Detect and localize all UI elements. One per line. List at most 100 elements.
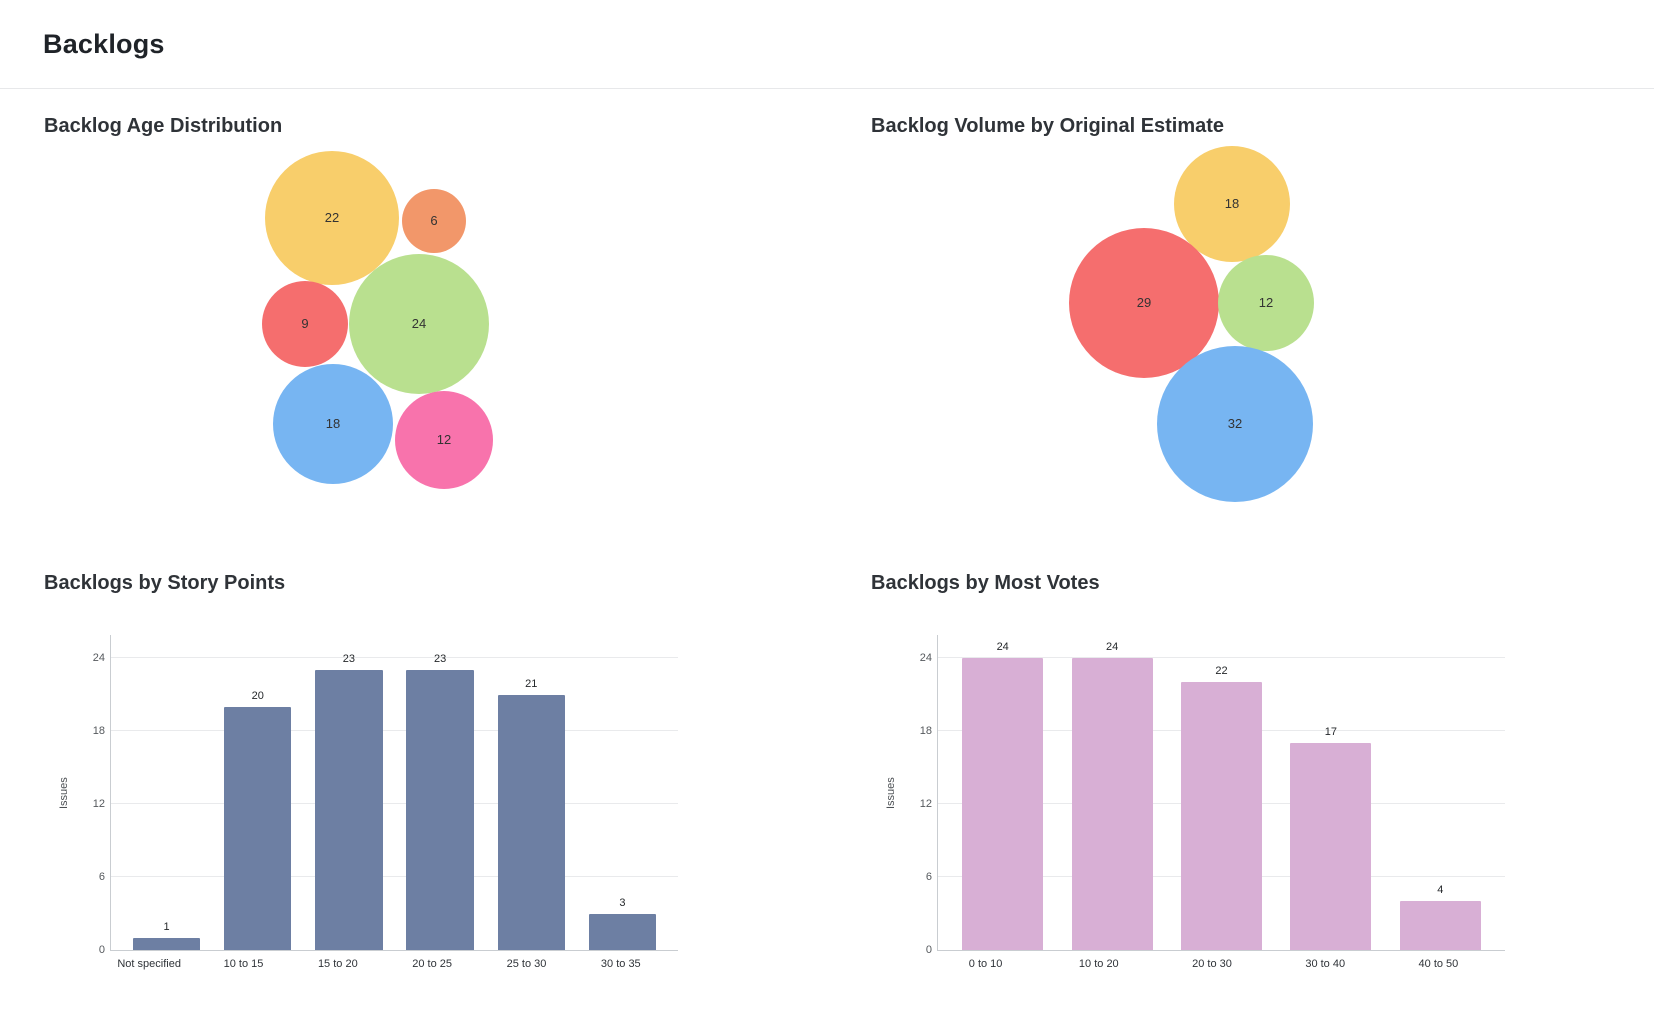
y-tick-label: 6 [925,871,932,883]
bubble-value-label: 12 [437,432,451,447]
bubble-value-label: 9 [301,316,308,331]
bubble-circle[interactable] [1174,146,1290,262]
bar-value-label: 24 [996,641,1009,653]
y-tick-label: 24 [919,652,932,664]
y-tick-label: 18 [919,725,932,737]
bubble-22[interactable]: 22 [265,151,399,285]
bubble-circle[interactable] [262,281,348,367]
bubble-value-label: 12 [1259,295,1273,310]
bar-value-label: 22 [1215,665,1228,678]
x-category-label: 10 to 20 [1078,958,1119,970]
bar-slot: 20 [212,658,303,950]
bar-20-to-25[interactable]: 23 [406,653,474,950]
bubble-12[interactable]: 12 [395,391,493,489]
chart-title-age-distribution: Backlog Age Distribution [44,115,283,137]
bar-slot: 3 [577,658,668,950]
bar-value-label: 24 [1105,641,1119,653]
bubble-29[interactable]: 29 [1069,228,1219,378]
bar-10-to-15[interactable]: 20 [224,690,292,950]
dashboard-grid: Backlog Age Distribution 22 6 9 24 18 12 Back… [0,89,1654,970]
y-axis-label: Issues [885,777,897,809]
bar-30-to-40[interactable]: 17 [1290,726,1372,950]
bar-value-label: 17 [1324,726,1338,739]
bar-chart-story-points: Issues 0 6 12 18 24 1 20 23 23 21 3 Not specified 10 … [58,635,678,970]
y-tick-label: 0 [925,944,932,956]
bubble-chart-original-estimate: 18 29 12 32 [1069,146,1314,502]
panel-most-votes: Backlogs by Most Votes Issues 0 6 12 18 24 24 2… [827,546,1654,970]
bar-slot: 23 [395,653,486,950]
bar-10-to-20[interactable]: 24 [1071,641,1153,950]
panel-story-points: Backlogs by Story Points Issues 0 6 12 18 24 1… [0,546,827,970]
bar-slot: 21 [486,658,577,950]
bar-value-label: 20 [251,689,264,702]
x-axis-labels: Not specified 10 to 15 15 to 20 20 to 25 25 … [92,958,678,970]
plot-area: 0 6 12 18 24 24 24 22 17 4 [920,635,1505,956]
bubble-circle[interactable] [395,391,493,489]
bubble-32[interactable]: 32 [1157,346,1313,502]
x-category-label: 20 to 30 [1192,958,1232,970]
chart-title-story-points: Backlogs by Story Points [44,572,286,594]
x-category-label: 10 to 15 [223,958,264,970]
bubble-18[interactable]: 18 [1174,146,1290,262]
bar-chart-most-votes: Issues 0 6 12 18 24 24 24 22 17 4 0 to 10 10 to 20 20… [885,635,1505,970]
bar-value-label: 23 [342,653,356,666]
page-header: Backlogs [0,0,1654,89]
bubble-6[interactable]: 6 [402,189,466,253]
x-category-label: 40 to 50 [1418,958,1459,970]
gridline [111,657,678,658]
bar-0-to-10[interactable]: 24 [962,641,1044,950]
bubble-circle[interactable] [265,151,399,285]
bar-30-to-35[interactable]: 3 [588,897,657,950]
bubble-chart-age-distribution: 22 6 9 24 18 12 [262,151,493,489]
bubble-circle[interactable] [1069,228,1219,378]
panel-age-distribution: Backlog Age Distribution 22 6 9 24 18 12 [0,89,827,546]
bar-20-to-30[interactable]: 22 [1181,665,1262,950]
x-category-label: 25 to 30 [506,958,547,970]
page-title: Backlogs [43,28,165,59]
bar-slot: 22 [1167,658,1276,950]
bar-15-to-20[interactable]: 23 [315,653,383,950]
bar-slot: 17 [1276,658,1385,950]
bubble-value-label: 24 [412,316,426,331]
panel-original-estimate: Backlog Volume by Original Estimate 18 29… [827,89,1654,546]
bubble-9[interactable]: 9 [262,281,348,367]
bar-value-label: 4 [1437,884,1444,897]
bar-25-to-30[interactable]: 21 [497,678,565,950]
bubble-12[interactable]: 12 [1218,255,1314,351]
bubble-circle[interactable] [402,189,466,253]
y-tick-label: 24 [92,652,105,664]
bubble-circle[interactable] [1157,346,1313,502]
bubble-value-label: 29 [1137,295,1151,310]
bar-slot: 4 [1386,658,1495,950]
bubble-18[interactable]: 18 [273,364,393,484]
y-tick-label: 18 [92,725,105,737]
y-tick-label: 12 [92,798,105,810]
x-category-label: 30 to 40 [1305,958,1346,970]
bar-slot: 1 [121,658,212,950]
y-axis-label: Issues [58,777,70,809]
x-category-label: 0 to 10 [968,958,1003,970]
bubble-circle[interactable] [349,254,489,394]
gridline [111,876,678,877]
gridline [111,803,678,804]
bubble-value-label: 22 [325,210,339,225]
bar-value-label: 3 [619,896,626,909]
bar-slot: 24 [948,641,1057,950]
bubble-24[interactable]: 24 [349,254,489,394]
y-tick-label: 6 [98,871,105,883]
plot-area: 0 6 12 18 24 1 20 23 23 21 3 [93,635,678,956]
bar-value-label: 1 [163,920,170,933]
bar-value-label: 21 [525,677,538,690]
bubble-value-label: 32 [1228,416,1242,431]
bar-value-label: 23 [433,653,447,666]
bubble-value-label: 18 [1225,196,1239,211]
bar-not-specified[interactable]: 1 [132,921,201,950]
bubble-circle[interactable] [1218,255,1314,351]
x-axis-labels: 0 to 10 10 to 20 20 to 30 30 to 40 40 to 50 [919,958,1505,970]
x-category-label: 20 to 25 [412,958,453,970]
bar-40-to-50[interactable]: 4 [1399,884,1481,950]
bubble-value-label: 18 [326,416,340,431]
chart-title-original-estimate: Backlog Volume by Original Estimate [871,115,1225,137]
bubble-circle[interactable] [273,364,393,484]
gridline [938,657,1505,658]
